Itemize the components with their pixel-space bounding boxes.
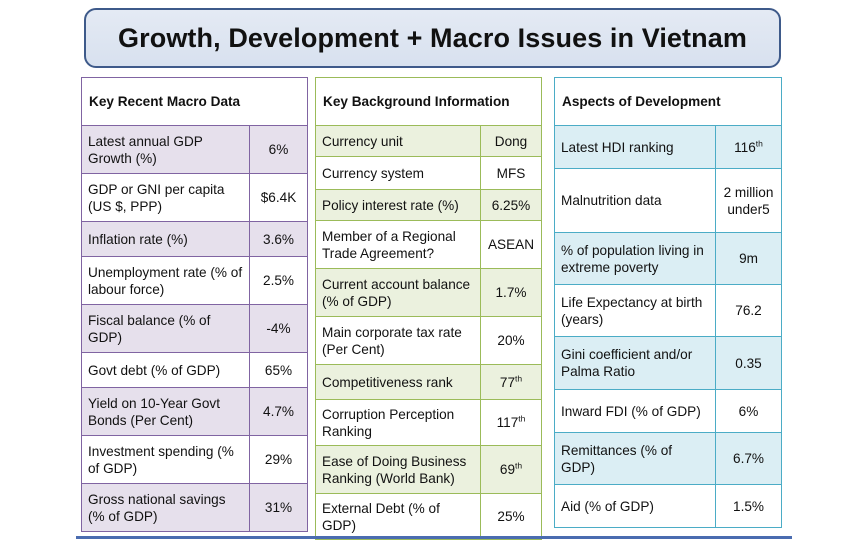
ordinal-suffix: th — [515, 372, 523, 383]
background-value: ASEAN — [480, 220, 542, 269]
background-value: 77th — [480, 364, 542, 400]
macro-row: Latest annual GDP Growth (%) 6% — [81, 125, 309, 174]
background-value: 20% — [480, 316, 542, 365]
macro-value: 6% — [248, 125, 309, 174]
development-value: 6.7% — [714, 432, 783, 485]
macro-label: Latest annual GDP Growth (%) — [81, 125, 250, 174]
background-value-number: 117 — [496, 415, 519, 430]
background-heading: Key Background Information — [315, 77, 542, 126]
background-value-number: 69 — [499, 462, 516, 477]
development-row: Gini coefficient and/or Palma Ratio 0.35 — [554, 336, 783, 390]
ordinal-suffix: th — [755, 137, 763, 148]
macro-value: 4.7% — [248, 387, 309, 436]
background-label: Policy interest rate (%) — [315, 189, 481, 221]
background-value-number: 77 — [499, 374, 516, 390]
macro-label: GDP or GNI per capita (US $, PPP) — [81, 173, 250, 222]
development-row: Malnutrition data 2 million under5 — [554, 168, 783, 233]
macro-row: Inflation rate (%) 3.6% — [81, 221, 309, 257]
development-label: Inward FDI (% of GDP) — [554, 389, 716, 433]
background-row: Corruption Perception Ranking 117th — [315, 399, 542, 446]
ordinal-suffix: th — [518, 413, 526, 424]
background-row: Main corporate tax rate (Per Cent) 20% — [315, 316, 542, 365]
macro-label: Yield on 10-Year Govt Bonds (Per Cent) — [81, 387, 250, 436]
development-table: Aspects of Development Latest HDI rankin… — [553, 77, 783, 528]
background-label: Competitiveness rank — [315, 364, 481, 400]
development-label: Malnutrition data — [554, 168, 716, 233]
background-value: MFS — [480, 156, 542, 190]
macro-value: 2.5% — [248, 256, 309, 305]
development-row: Aid (% of GDP) 1.5% — [554, 484, 783, 528]
title-banner: Growth, Development + Macro Issues in Vi… — [84, 8, 781, 68]
macro-row: GDP or GNI per capita (US $, PPP) $6.4K — [81, 173, 309, 222]
macro-value: 31% — [248, 483, 309, 532]
development-value: 1.5% — [714, 484, 783, 528]
macro-value: 65% — [248, 352, 309, 388]
macro-value: 3.6% — [248, 221, 309, 257]
background-value: 117th — [480, 399, 542, 446]
background-row: External Debt (% of GDP) 25% — [315, 493, 542, 540]
bottom-divider — [76, 536, 792, 539]
development-value: 0.35 — [714, 336, 783, 390]
development-row: Inward FDI (% of GDP) 6% — [554, 389, 783, 433]
macro-value: -4% — [248, 304, 309, 353]
development-label: Life Expectancy at birth (years) — [554, 284, 716, 337]
macro-label: Govt debt (% of GDP) — [81, 352, 250, 388]
background-info-table: Key Background Information Currency unit… — [315, 77, 542, 540]
background-label: Currency system — [315, 156, 481, 190]
background-label: External Debt (% of GDP) — [315, 493, 481, 540]
background-label: Currency unit — [315, 125, 481, 157]
development-heading: Aspects of Development — [553, 77, 783, 126]
background-row: Current account balance (% of GDP) 1.7% — [315, 268, 542, 317]
development-label: Gini coefficient and/or Palma Ratio — [554, 336, 716, 390]
background-row: Currency unit Dong — [315, 125, 542, 157]
macro-label: Gross national savings (% of GDP) — [81, 483, 250, 532]
background-label: Current account balance (% of GDP) — [315, 268, 481, 317]
page-title: Growth, Development + Macro Issues in Vi… — [118, 22, 747, 53]
development-row: Latest HDI ranking 116th — [554, 125, 783, 169]
background-value: 1.7% — [480, 268, 542, 317]
development-value: 2 million under5 — [714, 168, 783, 233]
background-row: Ease of Doing Business Ranking (World Ba… — [315, 445, 542, 494]
background-value: 69th — [480, 445, 542, 494]
development-value-number: 116 — [734, 139, 756, 155]
macro-row: Gross national savings (% of GDP) 31% — [81, 483, 309, 532]
background-row: Competitiveness rank 77th — [315, 364, 542, 400]
macro-label: Unemployment rate (% of labour force) — [81, 256, 250, 305]
background-label: Corruption Perception Ranking — [315, 399, 481, 446]
background-row: Member of a Regional Trade Agreement? AS… — [315, 220, 542, 269]
macro-row: Yield on 10-Year Govt Bonds (Per Cent) 4… — [81, 387, 309, 436]
macro-row: Unemployment rate (% of labour force) 2.… — [81, 256, 309, 305]
macro-label: Fiscal balance (% of GDP) — [81, 304, 250, 353]
macro-row: Govt debt (% of GDP) 65% — [81, 352, 309, 388]
development-row: Remittances (% of GDP) 6.7% — [554, 432, 783, 485]
background-label: Ease of Doing Business Ranking (World Ba… — [315, 445, 481, 494]
background-label: Member of a Regional Trade Agreement? — [315, 220, 481, 269]
macro-value: $6.4K — [248, 173, 309, 222]
development-value: 116th — [714, 125, 783, 169]
development-row: % of population living in extreme povert… — [554, 232, 783, 285]
background-value: 6.25% — [480, 189, 542, 221]
development-value: 76.2 — [714, 284, 783, 337]
development-label: Latest HDI ranking — [554, 125, 716, 169]
development-label: % of population living in extreme povert… — [554, 232, 716, 285]
macro-label: Inflation rate (%) — [81, 221, 250, 257]
ordinal-suffix: th — [515, 460, 523, 471]
background-row: Policy interest rate (%) 6.25% — [315, 189, 542, 221]
background-row: Currency system MFS — [315, 156, 542, 190]
macro-label: Investment spending (% of GDP) — [81, 435, 250, 484]
macro-heading: Key Recent Macro Data — [80, 77, 309, 126]
macro-row: Investment spending (% of GDP) 29% — [81, 435, 309, 484]
development-value: 9m — [714, 232, 783, 285]
development-label: Aid (% of GDP) — [554, 484, 716, 528]
macro-value: 29% — [248, 435, 309, 484]
background-value: Dong — [480, 125, 542, 157]
development-row: Life Expectancy at birth (years) 76.2 — [554, 284, 783, 337]
macro-row: Fiscal balance (% of GDP) -4% — [81, 304, 309, 353]
macro-data-table: Key Recent Macro Data Latest annual GDP … — [80, 77, 309, 532]
development-label: Remittances (% of GDP) — [554, 432, 716, 485]
background-label: Main corporate tax rate (Per Cent) — [315, 316, 481, 365]
background-value: 25% — [480, 493, 542, 540]
development-value: 6% — [714, 389, 783, 433]
